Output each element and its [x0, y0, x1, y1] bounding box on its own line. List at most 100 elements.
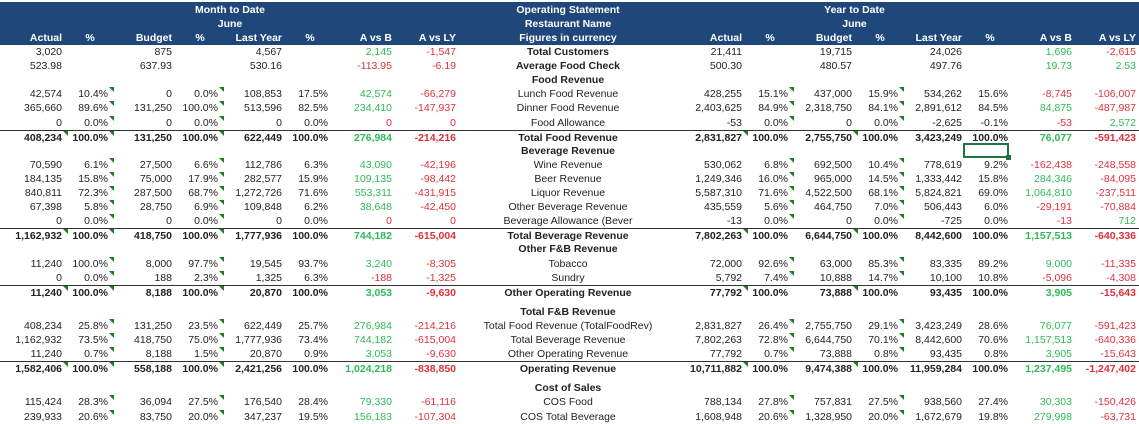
ytd-actual-cell[interactable]: 428,255 — [704, 88, 742, 101]
ytd-budget-cell[interactable]: 4,522,500 — [805, 187, 852, 199]
mtd-actual-cell[interactable]: 11,240 — [30, 257, 62, 270]
mtd-actual-pct-cell[interactable]: 100.0% — [72, 131, 108, 144]
mtd-actual-pct-cell[interactable]: 100.0% — [72, 363, 108, 376]
mtd-a-vs-b-cell[interactable]: 276,984 — [354, 131, 392, 144]
ytd-budget-pct-cell[interactable]: 68.1% — [868, 187, 898, 199]
mtd-actual-pct-cell[interactable]: 100.0% — [72, 286, 108, 299]
mtd-last-year-pct-cell[interactable]: 6.3% — [304, 158, 328, 171]
ytd-actual-pct-cell[interactable]: 0.7% — [764, 348, 788, 361]
mtd-a-vs-ly-cell[interactable]: -66,279 — [420, 88, 456, 101]
mtd-budget-pct-cell[interactable]: 68.7% — [188, 187, 218, 199]
ytd-actual-cell[interactable]: 7,802,263 — [695, 334, 742, 346]
mtd-a-vs-b-cell[interactable]: 43,090 — [359, 158, 392, 171]
mtd-a-vs-ly-cell[interactable]: -431,915 — [414, 187, 456, 199]
mtd-budget-pct-cell[interactable]: 100.0% — [182, 131, 218, 144]
ytd-budget-pct-cell[interactable]: 14.7% — [868, 271, 898, 284]
mtd-actual-pct-cell[interactable]: 89.6% — [78, 102, 108, 115]
ytd-last-year-cell[interactable]: 3,423,249 — [915, 131, 962, 144]
mtd-actual-cell[interactable]: 3,020 — [35, 46, 62, 58]
mtd-last-year-pct-cell[interactable]: 0.0% — [304, 116, 328, 129]
row-label[interactable]: Wine Revenue — [533, 158, 603, 171]
ytd-actual-cell[interactable]: 500.30 — [709, 60, 742, 73]
ytd-budget-cell[interactable]: 2,755,750 — [805, 319, 852, 332]
ytd-a-vs-ly-cell[interactable]: -640,336 — [1094, 230, 1136, 243]
mtd-a-vs-b-cell[interactable]: 109,135 — [354, 172, 392, 185]
mtd-budget-cell[interactable]: 188 — [154, 271, 172, 284]
mtd-last-year-pct-cell[interactable]: 6.3% — [304, 271, 328, 284]
ytd-last-year-cell[interactable]: 93,435 — [929, 348, 962, 361]
mtd-a-vs-b-cell[interactable]: 3,053 — [365, 348, 392, 361]
ytd-budget-pct-cell[interactable]: 29.1% — [868, 319, 898, 332]
mtd-a-vs-b-cell[interactable]: 3,240 — [365, 257, 392, 270]
mtd-budget-cell[interactable]: 418,750 — [134, 334, 172, 346]
ytd-a-vs-ly-cell[interactable]: -237,511 — [1095, 187, 1136, 199]
ytd-budget-cell[interactable]: 0 — [846, 116, 852, 129]
mtd-actual-pct-cell[interactable]: 25.8% — [78, 319, 108, 332]
mtd-actual-pct-cell[interactable]: 0.0% — [84, 116, 108, 129]
mtd-a-vs-ly-cell[interactable]: -9,630 — [426, 286, 456, 299]
row-label[interactable]: Lunch Food Revenue — [517, 88, 619, 101]
mtd-budget-cell[interactable]: 131,250 — [134, 319, 172, 332]
mtd-last-year-cell[interactable]: 176,540 — [244, 396, 282, 409]
row-label[interactable]: Dinner Food Revenue — [516, 102, 620, 115]
ytd-last-year-cell[interactable]: 8,442,600 — [915, 334, 962, 346]
mtd-actual-pct-cell[interactable]: 72.3% — [78, 187, 108, 199]
ytd-actual-cell[interactable]: 21,411 — [710, 46, 742, 58]
ytd-a-vs-ly-cell[interactable]: -84,095 — [1100, 172, 1136, 185]
mtd-budget-pct-cell[interactable]: 0.0% — [194, 116, 218, 129]
mtd-last-year-cell[interactable]: 513,596 — [244, 102, 282, 115]
mtd-budget-pct-cell[interactable]: 17.9% — [188, 172, 218, 185]
mtd-actual-pct-cell[interactable]: 5.8% — [84, 201, 108, 214]
mtd-budget-pct-cell[interactable]: 75.0% — [188, 334, 218, 346]
mtd-actual-cell[interactable]: 0 — [56, 215, 62, 228]
mtd-budget-cell[interactable]: 875 — [154, 46, 172, 58]
mtd-budget-cell[interactable]: 131,250 — [134, 102, 172, 115]
mtd-budget-pct-cell[interactable]: 23.5% — [188, 319, 218, 332]
ytd-budget-pct-cell[interactable]: 7.0% — [874, 201, 898, 214]
mtd-actual-pct-cell[interactable]: 73.5% — [78, 334, 108, 346]
mtd-last-year-cell[interactable]: 1,777,936 — [235, 230, 282, 243]
ytd-budget-pct-cell[interactable]: 0.8% — [874, 348, 898, 361]
ytd-a-vs-b-cell[interactable]: 1,237,495 — [1025, 363, 1072, 376]
ytd-last-year-pct-cell[interactable]: 89.2% — [978, 257, 1008, 270]
ytd-a-vs-ly-cell[interactable]: -70,884 — [1100, 201, 1136, 214]
mtd-last-year-cell[interactable]: 622,449 — [244, 131, 282, 144]
mtd-budget-cell[interactable]: 8,188 — [145, 348, 172, 361]
mtd-budget-pct-cell[interactable]: 100.0% — [182, 102, 218, 115]
ytd-last-year-cell[interactable]: 93,435 — [929, 286, 962, 299]
ytd-actual-pct-cell[interactable]: 92.6% — [758, 257, 788, 270]
ytd-a-vs-b-cell[interactable]: 19.73 — [1045, 60, 1072, 73]
row-label[interactable]: Other Operating Revenue — [504, 286, 632, 299]
mtd-budget-pct-cell[interactable]: 27.5% — [188, 396, 218, 409]
mtd-a-vs-b-cell[interactable]: 1,024,218 — [345, 363, 392, 376]
mtd-budget-cell[interactable]: 558,188 — [134, 363, 172, 376]
mtd-last-year-cell[interactable]: 109,848 — [244, 201, 282, 214]
mtd-last-year-cell[interactable]: 2,421,256 — [235, 363, 282, 376]
ytd-actual-pct-cell[interactable]: 72.8% — [758, 334, 788, 346]
mtd-a-vs-b-cell[interactable]: 744,182 — [354, 334, 392, 346]
ytd-a-vs-b-cell[interactable]: 3,905 — [1045, 348, 1072, 361]
ytd-last-year-pct-cell[interactable]: 0.8% — [984, 348, 1008, 361]
row-label[interactable]: Other F&B Revenue — [518, 243, 618, 256]
ytd-budget-cell[interactable]: 0 — [846, 215, 852, 228]
mtd-a-vs-b-cell[interactable]: -113.95 — [357, 60, 392, 73]
mtd-a-vs-b-cell[interactable]: 234,410 — [354, 102, 392, 115]
ytd-budget-pct-cell[interactable]: 100.0% — [862, 230, 898, 243]
ytd-last-year-pct-cell[interactable]: 84.5% — [978, 102, 1008, 115]
mtd-a-vs-ly-cell[interactable]: 0 — [450, 215, 456, 228]
ytd-actual-pct-cell[interactable]: 16.0% — [758, 172, 788, 185]
mtd-last-year-pct-cell[interactable]: 25.7% — [298, 319, 328, 332]
mtd-actual-cell[interactable]: 184,135 — [24, 172, 62, 185]
mtd-a-vs-ly-cell[interactable]: -6.19 — [432, 60, 456, 73]
ytd-last-year-pct-cell[interactable]: 15.6% — [978, 88, 1008, 101]
ytd-a-vs-b-cell[interactable]: -29,191 — [1036, 201, 1072, 214]
ytd-a-vs-b-cell[interactable]: 30,303 — [1039, 396, 1072, 409]
ytd-last-year-pct-cell[interactable]: 100.0% — [972, 230, 1008, 243]
mtd-budget-cell[interactable]: 0 — [166, 215, 172, 228]
mtd-actual-pct-cell[interactable]: 15.8% — [78, 172, 108, 185]
ytd-a-vs-b-cell[interactable]: 76,077 — [1039, 131, 1072, 144]
mtd-last-year-pct-cell[interactable]: 73.4% — [298, 334, 328, 346]
row-label[interactable]: Total Beverage Revenue — [507, 230, 629, 243]
row-label[interactable]: Total F&B Revenue — [520, 305, 616, 318]
mtd-a-vs-b-cell[interactable]: 276,984 — [354, 319, 392, 332]
